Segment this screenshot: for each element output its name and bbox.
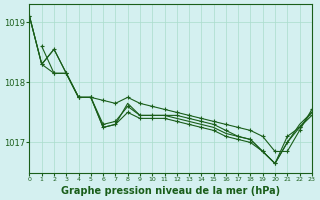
X-axis label: Graphe pression niveau de la mer (hPa): Graphe pression niveau de la mer (hPa) <box>61 186 280 196</box>
